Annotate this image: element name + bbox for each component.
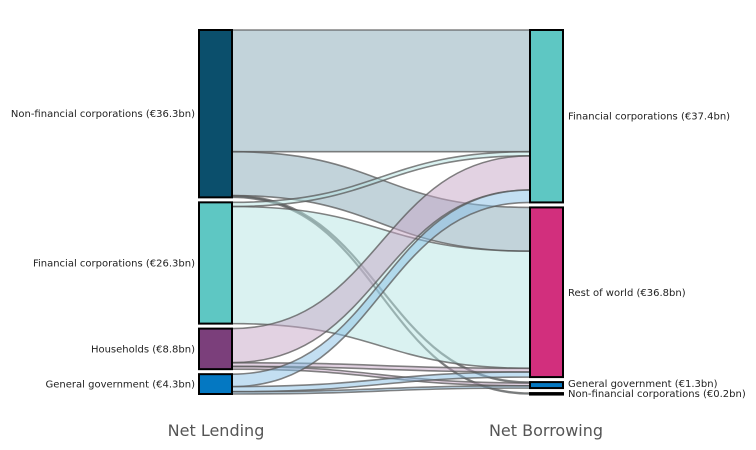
source-node-general-government[interactable]: [198, 373, 233, 395]
source-node-financial-corporations[interactable]: [198, 201, 233, 325]
nodes-layer: [198, 29, 564, 396]
target-label-non-financial-corporations: Non-financial corporations (€0.2bn): [568, 389, 746, 400]
source-label-financial-corporations: Financial corporations (€26.3bn): [33, 258, 195, 269]
links-layer: [231, 29, 531, 395]
target-label-financial-corporations: Financial corporations (€37.4bn): [568, 112, 730, 123]
target-node-non-financial-corporations[interactable]: [529, 392, 564, 396]
source-label-non-financial-corporations: Non-financial corporations (€36.3bn): [11, 109, 195, 120]
target-label-general-government: General government (€1.3bn): [568, 379, 718, 390]
target-node-financial-corporations[interactable]: [529, 29, 564, 204]
source-label-households: Households (€8.8bn): [91, 344, 195, 355]
source-node-non-financial-corporations[interactable]: [198, 29, 233, 199]
column-title-net-borrowing: Net Borrowing: [489, 421, 603, 440]
target-node-general-government[interactable]: [529, 381, 564, 390]
source-node-households[interactable]: [198, 327, 233, 371]
source-label-general-government: General government (€4.3bn): [46, 380, 196, 391]
link-non-financial-corporations-to-financial-corporations[interactable]: [231, 29, 531, 153]
labels-layer: Non-financial corporations (€36.3bn) Fina…: [11, 109, 746, 400]
target-label-rest-of-world: Rest of world (€36.8bn): [568, 288, 686, 299]
target-node-rest-of-world[interactable]: [529, 206, 564, 379]
column-title-net-lending: Net Lending: [168, 421, 265, 440]
